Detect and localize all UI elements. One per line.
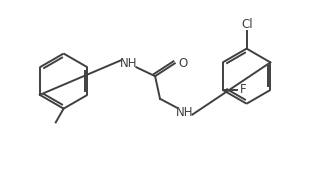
Text: NH: NH	[120, 57, 137, 70]
Text: Cl: Cl	[242, 17, 253, 30]
Text: F: F	[240, 83, 247, 96]
Text: O: O	[178, 57, 187, 70]
Text: NH: NH	[176, 106, 193, 119]
